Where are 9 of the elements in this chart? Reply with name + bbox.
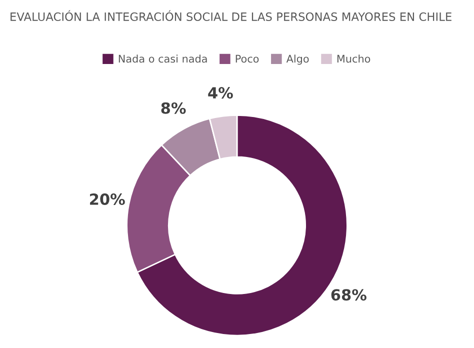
chart-title: EVALUACIÓN LA INTEGRACIÓN SOCIAL DE LAS PERSONAS MAYORES EN CHILE xyxy=(10,10,452,21)
legend-label: Algo xyxy=(286,54,309,65)
legend-label: Nada o casi nada xyxy=(118,54,207,63)
data-label: 4% xyxy=(208,87,233,99)
data-label: 68% xyxy=(331,289,366,301)
legend-label: Poco xyxy=(236,54,259,63)
legend-label: Mucho xyxy=(337,54,370,63)
data-label: 8% xyxy=(161,102,186,114)
data-label: 20% xyxy=(90,193,125,205)
